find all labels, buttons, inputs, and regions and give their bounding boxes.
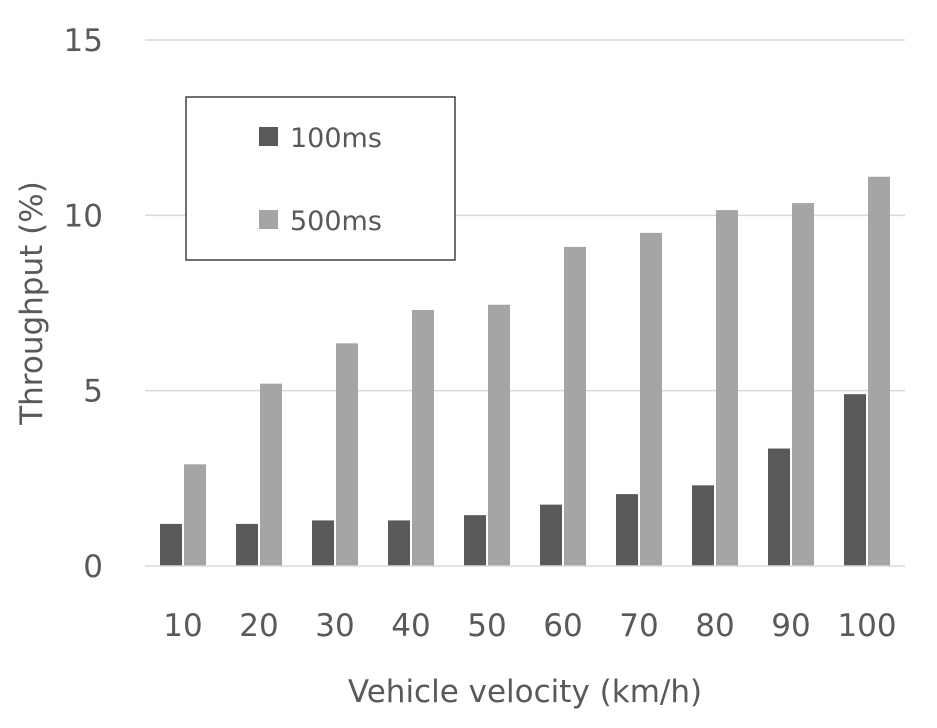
bar-100ms-10 [160, 523, 182, 566]
bar-500ms-70 [640, 232, 662, 566]
y-axis-label: Throughput (%) [14, 181, 50, 426]
y-tick-label: 5 [83, 374, 103, 410]
bar-500ms-80 [716, 210, 738, 566]
legend-label-500ms: 500ms [290, 206, 382, 237]
bar-500ms-30 [336, 343, 358, 566]
y-tick-label: 0 [83, 549, 103, 585]
bar-500ms-40 [412, 310, 434, 566]
x-tick-label: 20 [239, 608, 278, 644]
x-tick-label: 70 [619, 608, 658, 644]
legend-label-100ms: 100ms [290, 123, 382, 154]
bar-100ms-60 [540, 504, 562, 566]
bar-100ms-100 [844, 394, 866, 566]
y-axis-ticks: 0 5 10 15 [64, 23, 103, 585]
bar-100ms-50 [464, 515, 486, 566]
bar-500ms-60 [564, 246, 586, 567]
x-tick-label: 90 [771, 608, 810, 644]
bar-500ms-50 [488, 304, 510, 566]
bar-500ms-90 [792, 203, 814, 566]
bar-100ms-90 [768, 448, 790, 566]
x-tick-label: 50 [467, 608, 506, 644]
legend: 100ms 500ms [185, 96, 456, 261]
y-tick-label: 15 [64, 23, 103, 59]
x-tick-label: 40 [391, 608, 430, 644]
bar-100ms-20 [236, 523, 258, 566]
bar-100ms-30 [312, 520, 334, 566]
legend-swatch-100ms [259, 127, 278, 146]
bar-100ms-40 [388, 520, 410, 566]
x-axis-ticks: 10 20 30 40 50 60 70 80 90 100 [163, 608, 896, 644]
bar-100ms-80 [692, 485, 714, 566]
x-tick-label: 80 [695, 608, 734, 644]
legend-box [185, 96, 456, 261]
legend-swatch-500ms [259, 210, 278, 229]
x-tick-label: 100 [837, 608, 896, 644]
bars [160, 176, 890, 567]
x-tick-label: 30 [315, 608, 354, 644]
bar-100ms-70 [616, 494, 638, 566]
bar-500ms-100 [868, 176, 890, 566]
bar-500ms-10 [184, 464, 206, 566]
x-tick-label: 60 [543, 608, 582, 644]
y-tick-label: 10 [64, 198, 103, 234]
bar-500ms-20 [260, 383, 282, 566]
x-axis-label: Vehicle velocity (km/h) [348, 674, 702, 710]
x-tick-label: 10 [163, 608, 202, 644]
